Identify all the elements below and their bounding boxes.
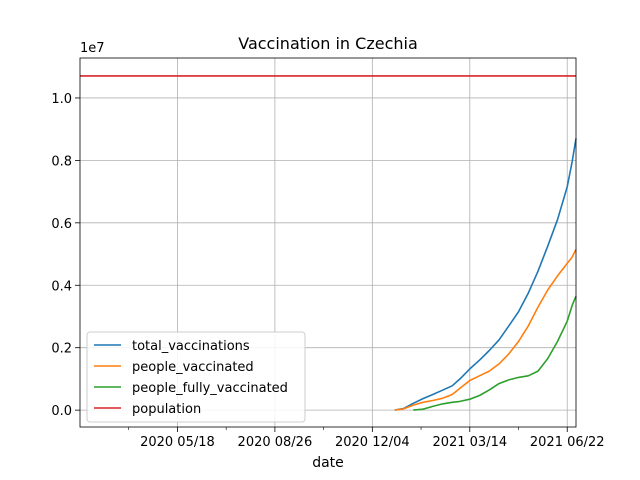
y-tick-label: 0.2 [51, 342, 72, 357]
series-line-people-vaccinated [394, 249, 577, 411]
y-offset-label: 1e7 [80, 41, 105, 56]
legend-label: population [132, 402, 201, 417]
legend: total_vaccinations people_vaccinatedpeopl… [86, 331, 306, 423]
x-tick-label: 2021 03/14 [432, 435, 507, 450]
legend-label: total_vaccinations [132, 339, 250, 354]
series-line-total-vaccinations [394, 138, 577, 411]
y-tick-label: 0.0 [51, 404, 72, 419]
plot-area: 2020 05/18 2020 08/26 2020 12/04 2021 03/14… [51, 57, 605, 450]
y-tick-label: 1.0 [51, 92, 72, 107]
axes-frame [79, 57, 577, 428]
y-tick-label: 0.8 [51, 154, 72, 169]
x-tick-label: 2020 12/04 [335, 435, 410, 450]
chart-title: Vaccination in Czechia [238, 34, 418, 53]
legend-label: people_fully_vaccinated [132, 381, 288, 396]
x-tick-label: 2021 06/22 [530, 435, 605, 450]
x-axis-label: date [312, 455, 344, 471]
series-line-people-fully-vaccinated [413, 295, 577, 411]
x-tick-label: 2020 08/26 [238, 435, 313, 450]
legend-box [86, 331, 306, 423]
x-tick-label: 2020 05/18 [140, 435, 215, 450]
legend-label: people_vaccinated [132, 360, 254, 375]
y-tick-label: 0.4 [51, 279, 72, 294]
y-tick-label: 0.6 [51, 217, 72, 232]
